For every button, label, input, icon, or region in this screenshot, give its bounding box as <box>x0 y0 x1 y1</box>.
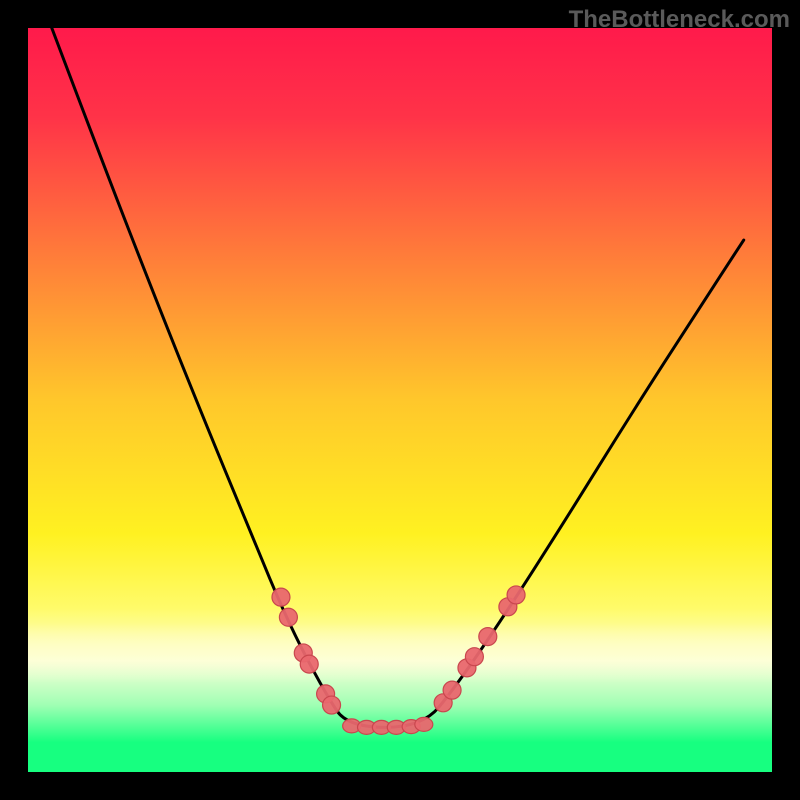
bottleneck-curve-chart <box>0 0 800 800</box>
chart-frame: TheBottleneck.com <box>0 0 800 800</box>
marker-point <box>443 681 461 699</box>
marker-point <box>415 717 433 731</box>
highlight-band <box>28 623 772 683</box>
marker-point <box>507 586 525 604</box>
marker-point <box>479 628 497 646</box>
marker-point <box>465 648 483 666</box>
marker-point <box>323 696 341 714</box>
marker-point <box>272 588 290 606</box>
marker-point <box>279 608 297 626</box>
marker-point <box>300 655 318 673</box>
